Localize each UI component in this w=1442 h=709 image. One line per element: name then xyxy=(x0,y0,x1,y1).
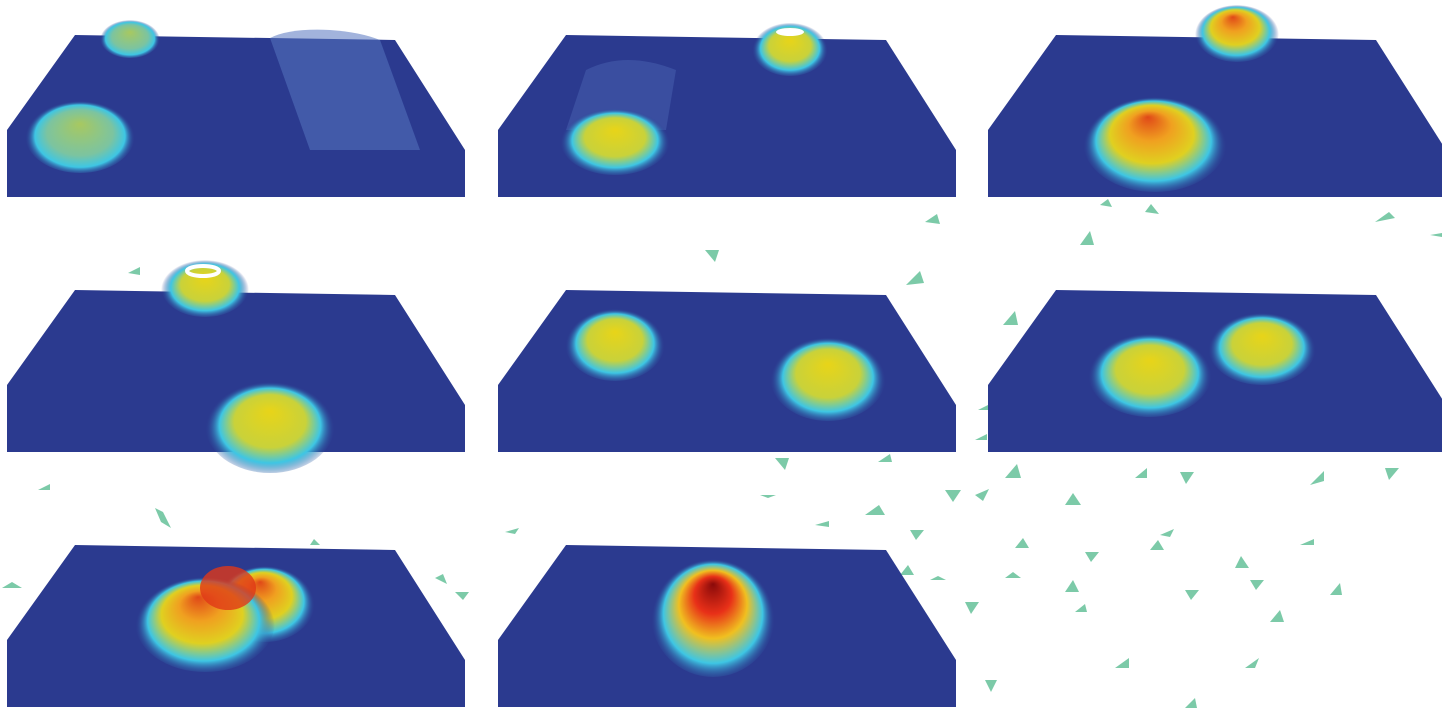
panel xyxy=(7,18,465,197)
panel xyxy=(498,290,956,452)
page xyxy=(0,0,1442,709)
panel xyxy=(988,290,1442,452)
panel xyxy=(7,257,465,473)
panel xyxy=(498,20,956,197)
panel xyxy=(498,545,956,707)
panel xyxy=(7,545,465,707)
figure xyxy=(0,0,1442,709)
panel xyxy=(988,2,1442,197)
